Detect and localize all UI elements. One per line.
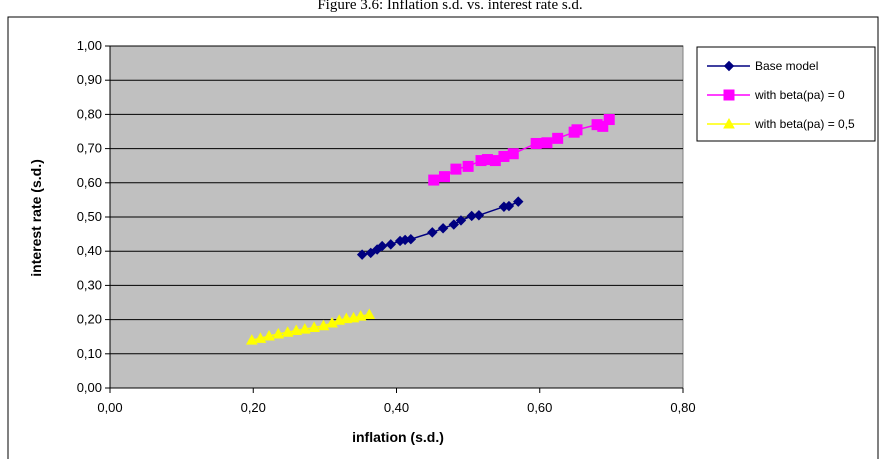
- data-point: [272, 327, 285, 339]
- y-tick-label: 0,70: [77, 141, 102, 156]
- data-point: [263, 329, 275, 341]
- data-point: [462, 160, 474, 172]
- data-point: [503, 200, 515, 212]
- series-2: [428, 114, 615, 186]
- legend: Base model with beta(pa) = 0 with beta(pa)…: [696, 46, 876, 142]
- y-tick-label: 0,00: [77, 380, 102, 395]
- data-point: [298, 323, 311, 334]
- legend-label: Base model: [755, 59, 818, 73]
- tick-labels: 0,00 0,10 0,20 0,30 0,40 0,50 0,60 0,70 0,80 0,90…: [77, 38, 696, 415]
- data-point: [428, 174, 440, 186]
- legend-entry: with beta(pa) = 0: [707, 88, 845, 102]
- data-point: [356, 249, 368, 260]
- legend-marker: [723, 89, 735, 101]
- x-axis-title: inflation (s.d.): [352, 429, 444, 445]
- y-tick-label: 0,80: [77, 106, 102, 121]
- legend-entry: with beta(pa) = 0,5: [707, 117, 855, 131]
- data-point: [455, 215, 467, 226]
- x-tick-label: 0,00: [97, 400, 122, 415]
- legend-label: with beta(pa) = 0,5: [754, 117, 855, 131]
- data-point: [513, 196, 524, 207]
- data-point: [603, 114, 615, 126]
- x-tick-label: 0,80: [670, 400, 695, 415]
- data-point: [281, 326, 294, 337]
- data-point: [376, 240, 388, 252]
- y-tick-label: 0,40: [77, 243, 102, 258]
- y-tick-label: 0,20: [77, 312, 102, 327]
- data-point: [365, 247, 376, 259]
- y-tick-label: 0,10: [77, 346, 102, 361]
- legend-marker: [723, 117, 735, 129]
- data-point: [290, 324, 303, 336]
- data-point: [437, 223, 449, 234]
- data-point: [385, 239, 396, 250]
- data-point: [254, 332, 267, 343]
- data-series: [245, 114, 615, 345]
- y-tick-label: 0,30: [77, 277, 102, 292]
- legend-label: with beta(pa) = 0: [754, 88, 845, 102]
- data-point: [552, 132, 564, 144]
- series-3: [245, 308, 376, 345]
- y-tick-label: 0,60: [77, 175, 102, 190]
- data-point: [438, 171, 450, 183]
- data-point: [541, 137, 553, 149]
- legend-entry: Base model: [707, 59, 818, 73]
- x-tick-label: 0,20: [241, 400, 266, 415]
- y-tick-label: 1,00: [77, 38, 102, 53]
- y-tick-label: 0,50: [77, 209, 102, 224]
- data-point: [530, 137, 542, 149]
- x-tick-label: 0,60: [527, 400, 552, 415]
- data-point: [354, 310, 367, 321]
- data-point: [405, 234, 417, 245]
- data-point: [427, 227, 438, 238]
- chart-title: Figure 3.6: Inflation s.d. vs. interest …: [317, 0, 582, 13]
- axes: [105, 45, 684, 393]
- series-1: [356, 196, 524, 260]
- data-point: [507, 148, 519, 160]
- data-point: [473, 210, 485, 221]
- y-tick-label: 0,90: [77, 72, 102, 87]
- data-point: [448, 219, 460, 230]
- data-point: [498, 150, 510, 162]
- grid-lines: [110, 45, 683, 355]
- data-point: [363, 308, 376, 319]
- data-point: [450, 163, 462, 175]
- x-tick-label: 0,40: [384, 400, 409, 415]
- data-point: [317, 319, 330, 331]
- data-point: [571, 124, 583, 136]
- legend-marker: [723, 60, 735, 72]
- data-point: [308, 321, 320, 332]
- data-point: [597, 120, 609, 132]
- y-axis-title: interest rate (s.d.): [28, 159, 44, 276]
- data-point: [245, 334, 258, 345]
